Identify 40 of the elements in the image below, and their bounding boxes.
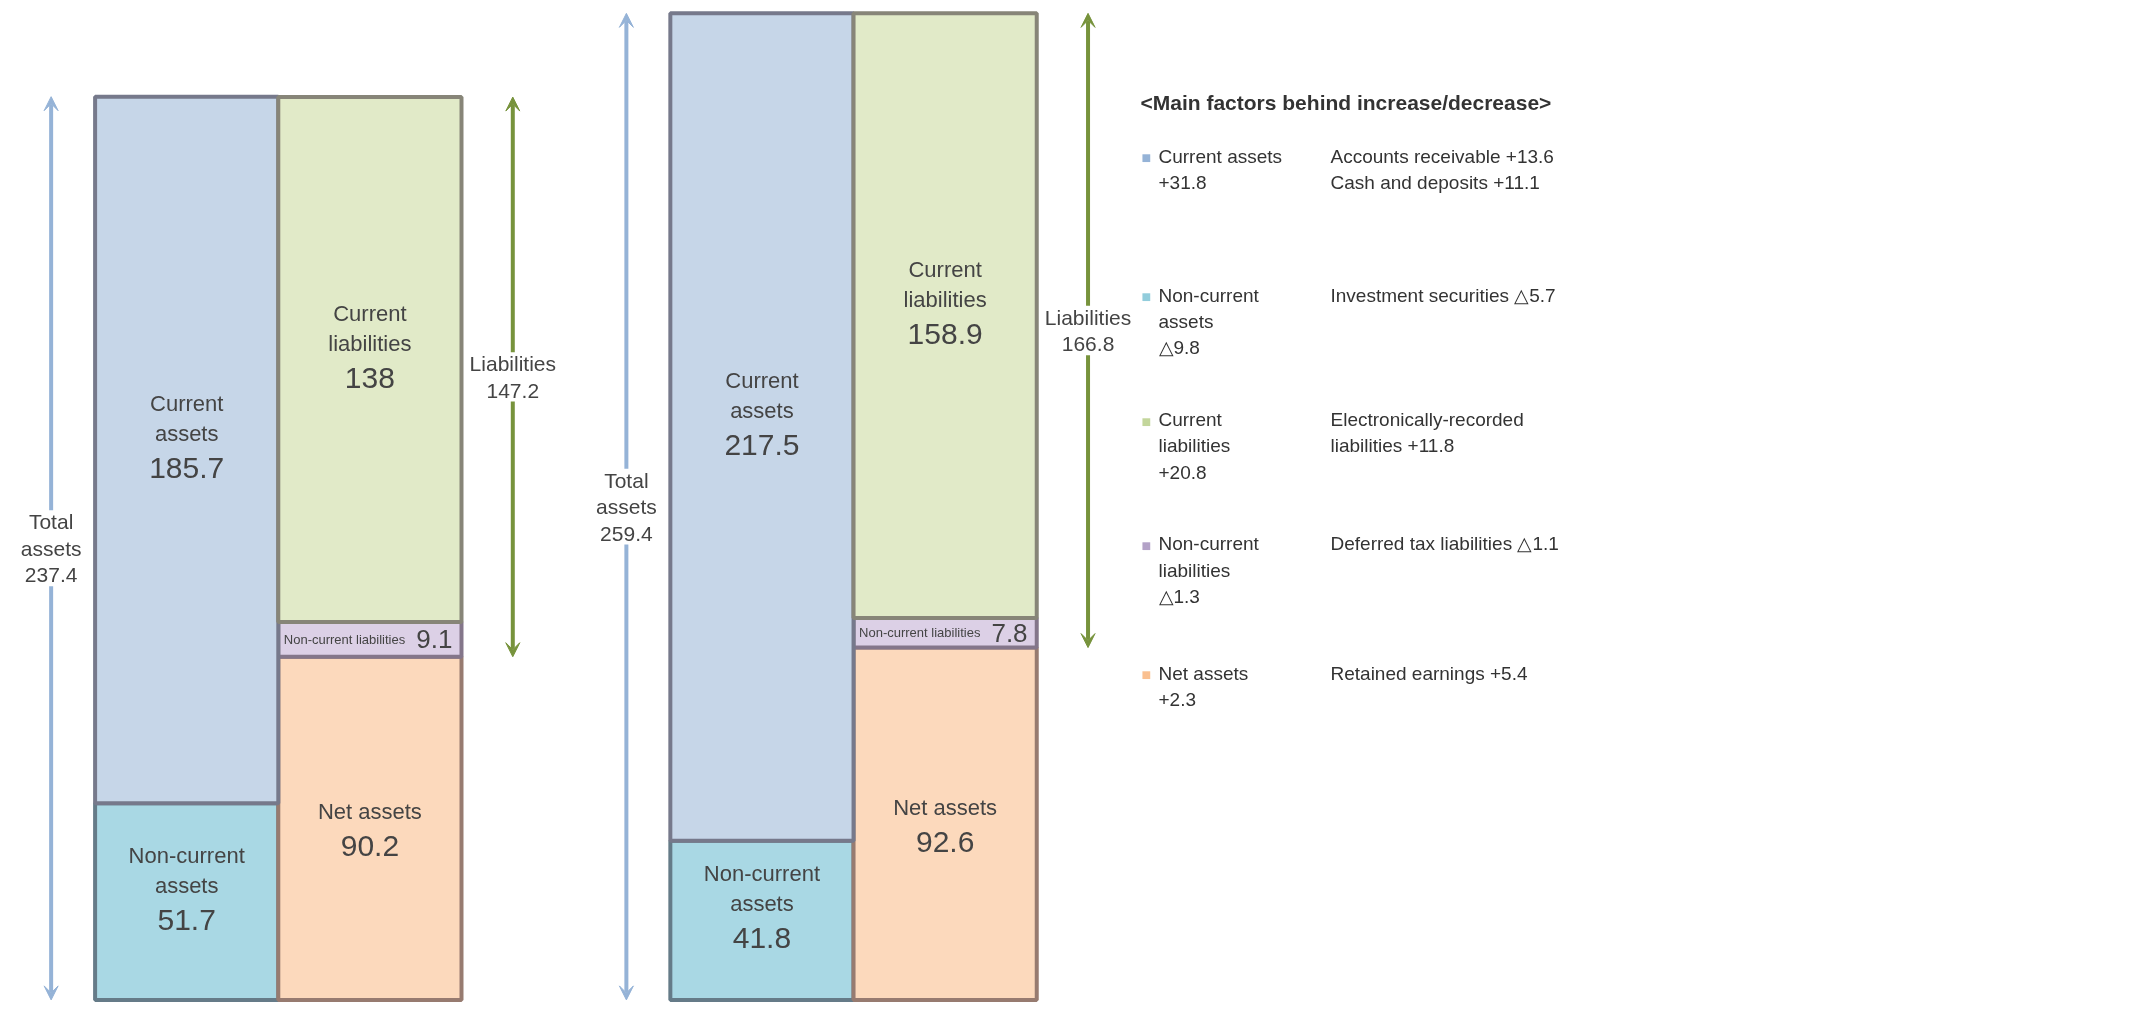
text: Current liabilities: [328, 300, 412, 356]
text: Current assets +31.8: [1158, 145, 1283, 193]
data-label: 158.9: [907, 316, 983, 350]
series-label: Non-current assets: [703, 861, 821, 917]
text: Accounts receivable +13.6 Cash and deposits +11.1: [1330, 145, 1554, 193]
text: ■: [1141, 665, 1152, 683]
text: Deferred tax liabilities △1.1: [1330, 533, 1559, 555]
data-label: 7.8: [991, 617, 1028, 648]
text: ■: [1141, 536, 1152, 554]
data-label: 51.7: [157, 902, 216, 936]
text: Non-current liabilities: [859, 625, 981, 641]
data-label: 92.6: [915, 824, 975, 858]
data-label: 185.7: [149, 450, 225, 484]
text: ■: [1141, 412, 1152, 430]
text: Net assets: [893, 794, 998, 820]
data-label: 90.2: [340, 829, 400, 863]
data-label: 9.1: [416, 624, 453, 655]
series-label: Current liabilities: [903, 256, 987, 312]
data-label: 217.5: [724, 428, 800, 462]
text: Current assets: [150, 390, 224, 446]
data-label: 41.8: [732, 921, 792, 955]
text: Non-current assets △9.8: [1158, 284, 1260, 359]
series-label: Non-current liabilities: [283, 631, 406, 647]
text: Investment securities △5.7: [1330, 284, 1556, 306]
text: Retained earnings +5.4: [1330, 662, 1528, 684]
series-label: Current assets: [725, 368, 799, 424]
text: Non-current liabilities △1.3: [1158, 533, 1260, 607]
annotation: Liabilities 166.8: [1044, 305, 1132, 356]
series-label: Net assets: [317, 799, 422, 825]
annotation: Total assets 259.4: [596, 468, 657, 545]
data-label: 138: [344, 360, 395, 394]
annotation: Liabilities 147.2: [469, 352, 556, 402]
text: Non-current assets: [128, 842, 245, 898]
text: ■: [1141, 288, 1152, 306]
text: Electronically-recorded liabilities +11.8: [1330, 409, 1524, 457]
text: Current liabilities +20.8: [1158, 409, 1231, 483]
annotation: Total assets 237.4: [20, 510, 82, 587]
text: <Main factors behind increase/decrease>: [1140, 91, 1552, 115]
text: Net assets +2.3: [1158, 662, 1249, 710]
text: ■: [1141, 149, 1152, 167]
